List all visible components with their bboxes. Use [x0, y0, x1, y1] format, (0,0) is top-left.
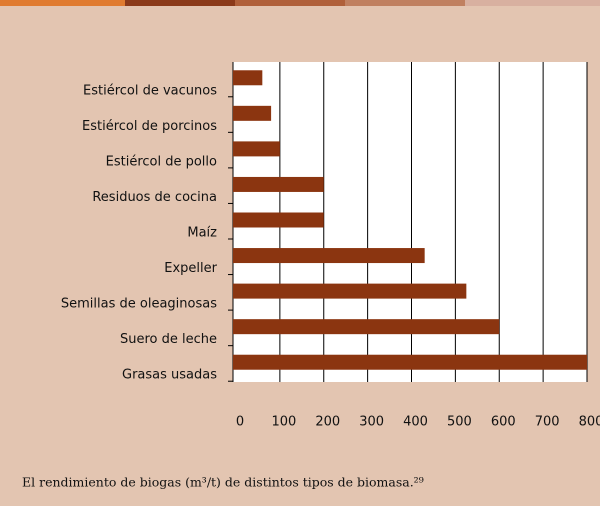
x-tick-label: 800 [579, 415, 600, 430]
bar [233, 354, 587, 370]
bar [233, 105, 272, 121]
y-tick-label: Estiércol de porcinos [82, 119, 217, 134]
x-tick-label: 200 [315, 415, 340, 430]
stripe [0, 0, 125, 6]
bar [233, 283, 467, 299]
x-tick-label: 600 [491, 415, 516, 430]
bar [233, 212, 324, 228]
bar [233, 70, 263, 86]
x-tick-label: 100 [271, 415, 296, 430]
caption: El rendimiento de biogas (m³/t) de disti… [22, 475, 424, 490]
x-tick-label: 400 [403, 415, 428, 430]
y-tick-label: Semillas de oleaginosas [61, 297, 217, 312]
x-tick-label: 700 [535, 415, 560, 430]
y-tick-label: Estiércol de vacunos [83, 83, 217, 98]
y-tick-label: Grasas usadas [122, 368, 217, 383]
y-tick-label: Expeller [164, 261, 217, 276]
bar [233, 319, 500, 335]
y-tick-label: Suero de leche [120, 332, 217, 347]
y-tick-label: Residuos de cocina [92, 190, 217, 205]
x-tick-label: 0 [236, 415, 244, 430]
stripe [465, 0, 600, 6]
y-tick-label: Estiércol de pollo [106, 154, 217, 169]
stripe [235, 0, 345, 6]
bar [233, 141, 280, 157]
bar [233, 248, 425, 264]
stripe [125, 0, 235, 6]
x-tick-label: 300 [359, 415, 384, 430]
y-tick-label: Maíz [187, 226, 217, 241]
stripe [345, 0, 465, 6]
bar [233, 176, 324, 192]
x-tick-label: 500 [447, 415, 472, 430]
